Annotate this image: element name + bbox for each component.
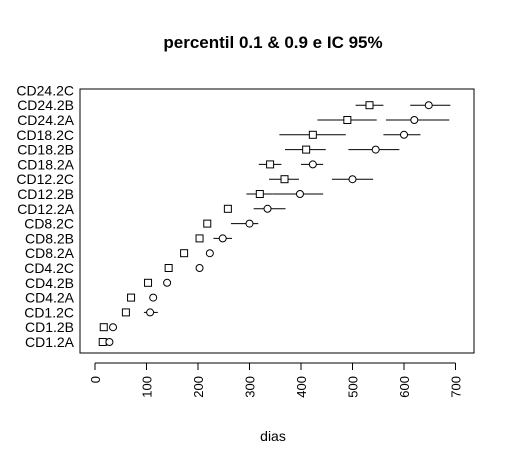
percentile-0.9-point bbox=[109, 323, 118, 332]
percentile-0.1-point bbox=[365, 101, 374, 110]
percentile-0.9-point bbox=[218, 234, 227, 243]
category-label: CD24.2C bbox=[16, 82, 74, 98]
percentile-0.1-point bbox=[280, 175, 289, 184]
percentile-0.1-point bbox=[266, 160, 275, 169]
percentile-0.1-point bbox=[164, 264, 173, 272]
percentile-0.9-point bbox=[245, 219, 254, 228]
y-axis-labels: CD1.2ACD1.2BCD1.2CCD4.2ACD4.2BCD4.2CCD8.… bbox=[16, 82, 74, 350]
percentile-0.1-point bbox=[343, 116, 352, 124]
category-label: CD1.2B bbox=[25, 319, 74, 335]
percentile-0.1-point bbox=[180, 249, 189, 258]
percentile-0.1-point bbox=[127, 293, 136, 302]
percentile-0.9-point bbox=[371, 145, 380, 154]
x-tick-label: 300 bbox=[243, 376, 258, 398]
category-label: CD24.2A bbox=[17, 112, 74, 128]
percentile-0.9-point bbox=[400, 130, 408, 139]
category-label: CD8.2A bbox=[25, 245, 75, 261]
percentile-0.1-point bbox=[99, 323, 108, 332]
x-tick-label: 500 bbox=[346, 376, 361, 398]
category-label: CD12.2A bbox=[17, 201, 74, 217]
percentile-0.9-point bbox=[195, 264, 204, 272]
percentile-0.9-point bbox=[163, 278, 172, 287]
percentile-0.9-point bbox=[424, 101, 433, 110]
percentile-0.9-point bbox=[149, 293, 158, 302]
category-label: CD12.2B bbox=[17, 186, 74, 202]
category-label: CD12.2C bbox=[16, 171, 74, 187]
percentile-0.9-point bbox=[263, 204, 272, 213]
chart-title: percentil 0.1 & 0.9 e IC 95% bbox=[163, 33, 382, 52]
percentile-0.1-point bbox=[98, 338, 107, 346]
percentile-0.9-point bbox=[205, 249, 214, 258]
x-axis: 0 100 200 300 400 500 600 700 bbox=[88, 362, 464, 398]
x-tick-label: 400 bbox=[294, 376, 309, 398]
plot-frame bbox=[79, 88, 475, 354]
percentile-0.1-point bbox=[223, 204, 232, 213]
percentile-0.9-point bbox=[146, 308, 155, 317]
category-label: CD4.2C bbox=[24, 260, 74, 276]
percentile-0.1-point bbox=[121, 308, 130, 317]
category-label: CD8.2C bbox=[24, 216, 74, 232]
category-label: CD4.2A bbox=[25, 290, 75, 306]
percentile-0.9-point bbox=[295, 190, 304, 198]
percentile-0.9-point bbox=[105, 338, 114, 346]
x-tick-label: 600 bbox=[397, 376, 412, 398]
percentile-0.1-point bbox=[203, 219, 212, 228]
x-tick-label: 0 bbox=[88, 376, 103, 383]
category-label: CD18.2C bbox=[16, 127, 74, 143]
x-tick-label: 200 bbox=[191, 376, 206, 398]
percentile-0.1-point bbox=[195, 234, 204, 243]
percentile-0.1-point bbox=[302, 145, 311, 154]
category-label: CD8.2B bbox=[25, 230, 74, 246]
percentile-0.1-point bbox=[308, 130, 317, 139]
percentile-0.1-point bbox=[144, 278, 153, 287]
percentile-0.1-point bbox=[255, 190, 264, 198]
category-label: CD18.2A bbox=[17, 156, 74, 172]
category-label: CD18.2B bbox=[17, 142, 74, 158]
percentile-0.9-point bbox=[348, 175, 357, 184]
percentile-0.9-point bbox=[410, 116, 419, 124]
markers bbox=[98, 101, 433, 346]
percentile-0.9-point bbox=[308, 160, 317, 169]
category-label: CD1.2C bbox=[24, 304, 74, 320]
category-label: CD24.2B bbox=[17, 97, 74, 113]
category-label: CD4.2B bbox=[25, 275, 74, 291]
x-tick-label: 700 bbox=[449, 376, 464, 398]
category-label: CD1.2A bbox=[25, 334, 75, 350]
x-axis-label: dias bbox=[260, 428, 286, 444]
x-tick-label: 100 bbox=[140, 376, 155, 398]
